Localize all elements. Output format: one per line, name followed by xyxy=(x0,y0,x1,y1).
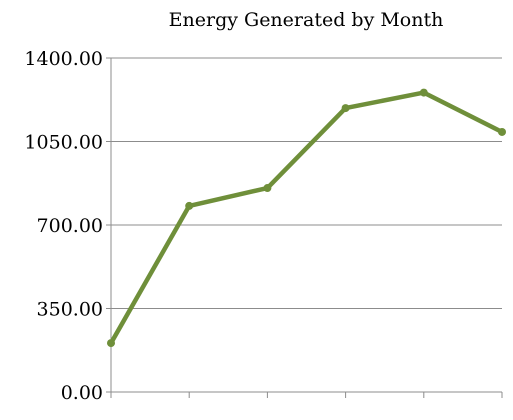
chart-title: Energy Generated by Month xyxy=(169,9,444,31)
series-layer xyxy=(107,88,506,348)
data-point xyxy=(263,184,272,193)
y-tick-label: 0.00 xyxy=(61,382,103,404)
gridlines xyxy=(111,57,502,309)
axes xyxy=(106,57,503,398)
y-tick-label: 700.00 xyxy=(37,215,103,237)
data-point xyxy=(419,88,428,97)
data-point xyxy=(498,127,506,136)
y-tick-label: 350.00 xyxy=(37,299,103,321)
series-line xyxy=(108,90,505,346)
y-tick-label: 1400.00 xyxy=(24,48,103,70)
y-tick-labels: 0.00 350.00 700.00 1050.00 1400.00 xyxy=(24,48,103,404)
data-point xyxy=(185,201,194,210)
y-tick-label: 1050.00 xyxy=(24,132,103,154)
data-point xyxy=(107,339,115,348)
data-point xyxy=(341,104,350,113)
